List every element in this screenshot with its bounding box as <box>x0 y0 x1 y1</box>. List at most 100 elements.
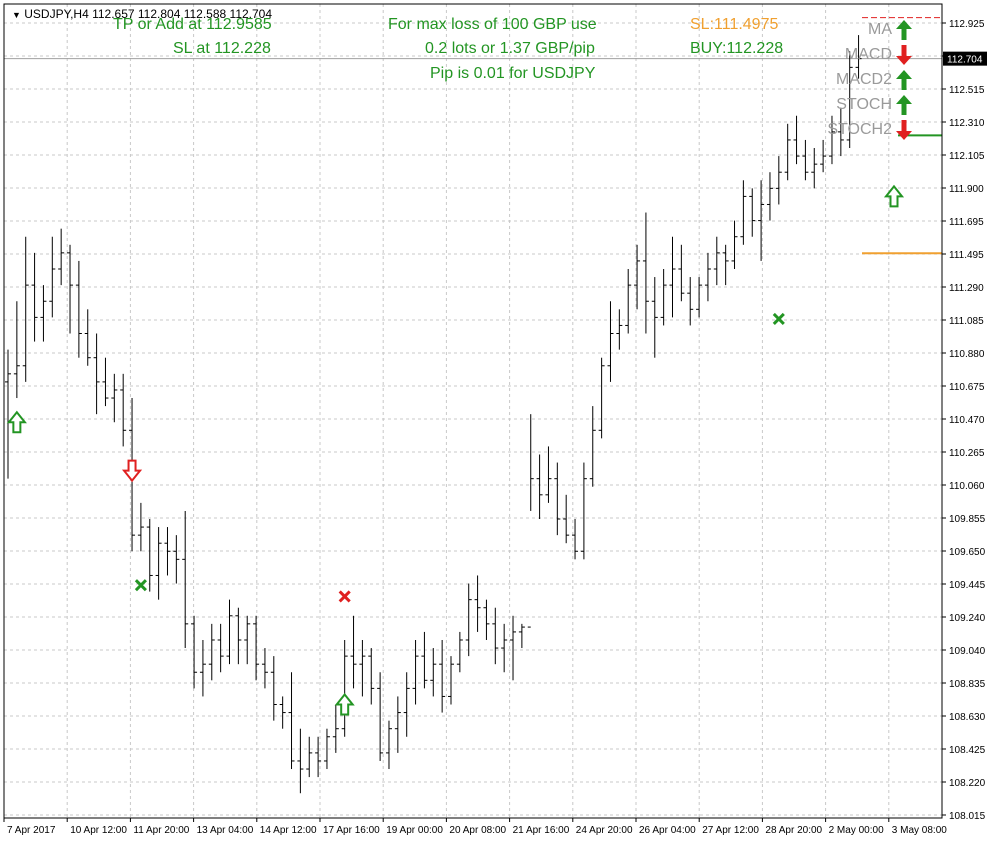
signal-label-stoch: STOCH <box>836 96 892 113</box>
y-tick-label: 112.515 <box>949 85 985 96</box>
ohlc-bar <box>492 607 499 665</box>
current-price-box <box>943 51 987 66</box>
ohlc-bar <box>182 510 189 649</box>
y-tick-label: 109.445 <box>949 580 986 591</box>
ohlc-bar <box>784 123 791 181</box>
symbol-info: ▼ USDJPY,H4 112.657 112.804 112.588 112.… <box>12 7 272 21</box>
ohlc-bar <box>13 301 20 399</box>
ohlc-bar <box>687 277 694 326</box>
y-tick-label: 108.425 <box>949 745 986 756</box>
arrow-shape <box>896 95 912 115</box>
y-tick-label: 108.015 <box>949 811 986 822</box>
x-tick-label: 28 Apr 20:00 <box>765 825 822 836</box>
ohlc-bar <box>40 285 47 342</box>
buy-text: BUY:112.228 <box>690 40 784 57</box>
x-tick-label: 17 Apr 16:00 <box>323 825 380 836</box>
arrow-shape <box>896 20 912 40</box>
sell-arrow-icon <box>121 459 143 483</box>
y-tick-label: 108.835 <box>949 679 986 690</box>
current-price-label: 112.704 <box>947 55 983 66</box>
arrow-up-icon <box>896 70 912 90</box>
ohlc-bar <box>75 260 82 358</box>
ohlc-bar <box>483 599 490 640</box>
ohlc-bar <box>155 527 162 600</box>
ohlc-bar <box>111 373 118 423</box>
y-tick-label: 108.630 <box>949 712 986 723</box>
x-tick-label: 2 May 00:00 <box>829 825 884 836</box>
y-tick-label: 110.470 <box>949 415 985 426</box>
x-tick-label: 7 Apr 2017 <box>7 825 56 836</box>
ohlc-bar <box>793 115 800 165</box>
ohlc-bar <box>323 728 330 770</box>
ohlc-bar <box>554 462 561 536</box>
ohlc-bar <box>855 35 862 79</box>
buy-arrow-icon <box>883 184 905 208</box>
ohlc-bar <box>527 414 534 628</box>
y-tick-label: 109.650 <box>949 547 986 558</box>
ohlc-bar <box>837 107 844 157</box>
y-tick-label: 109.240 <box>949 613 986 624</box>
y-tick-label: 109.040 <box>949 646 986 657</box>
ohlc-bar <box>820 139 827 173</box>
cross-stroke <box>134 579 147 592</box>
ohlc-bar <box>766 172 773 221</box>
x-tick-label: 10 Apr 12:00 <box>70 825 127 836</box>
cross-stroke <box>772 312 785 326</box>
ohlc-bar <box>350 615 357 689</box>
x-tick-label: 27 Apr 12:00 <box>702 825 759 836</box>
y-tick-label: 112.310 <box>949 118 985 129</box>
ohlc-bar <box>208 623 215 681</box>
ohlc-bar <box>226 599 233 665</box>
ohlc-bar <box>191 615 198 689</box>
sl-level-text: SL:111.4975 <box>690 16 779 33</box>
ohlc-bar <box>696 277 703 318</box>
ohlc-bar <box>607 301 614 382</box>
sl-text: SL at 112.228 <box>173 40 271 57</box>
x-tick-label: 24 Apr 20:00 <box>576 825 633 836</box>
x-tick-label: 21 Apr 16:00 <box>513 825 570 836</box>
signal-markers <box>6 184 905 716</box>
ohlc-bar <box>802 139 809 181</box>
y-tick-label: 110.265 <box>949 448 985 459</box>
ohlc-bar <box>235 607 242 665</box>
y-tick-label: 110.675 <box>949 382 985 393</box>
pip-text: Pip is 0.01 for USDJPY <box>430 65 596 82</box>
ohlc-bar <box>731 220 738 269</box>
ohlc-bar <box>341 639 348 737</box>
ohlc-bar <box>146 519 153 592</box>
ohlc-bar <box>288 672 295 770</box>
signal-label-ma: MA <box>868 21 892 38</box>
ohlc-bar <box>332 704 339 753</box>
ohlc-bar <box>704 252 711 302</box>
x-tick-label: 13 Apr 04:00 <box>197 825 254 836</box>
ohlc-bar <box>84 309 91 366</box>
y-tick-label: 108.220 <box>949 778 986 789</box>
ohlc-bar <box>244 615 251 665</box>
x-tick-label: 26 Apr 04:00 <box>639 825 696 836</box>
buy-arrow-icon <box>334 692 355 716</box>
ohlc-bar <box>625 268 632 334</box>
ohlc-bar <box>102 357 109 407</box>
ohlc-bar <box>669 236 676 318</box>
ohlc-bar <box>58 228 65 286</box>
symbol-dropdown-icon[interactable]: ▼ <box>12 10 21 20</box>
arrow-shape <box>896 45 912 65</box>
ohlc-bar <box>261 648 268 689</box>
ohlc-bar <box>93 333 100 415</box>
ohlc-bar <box>536 454 543 520</box>
arrow-down-icon <box>896 120 912 140</box>
y-tick-label: 112.105 <box>949 151 985 162</box>
ohlc-bar <box>385 720 392 770</box>
ohlc-bar <box>394 696 401 753</box>
ohlc-bar <box>589 406 596 487</box>
ohlc-bar <box>5 349 11 479</box>
x-tick-label: 3 May 08:00 <box>892 825 947 836</box>
ohlc-bar <box>758 180 765 261</box>
y-tick-label: 110.880 <box>949 349 985 360</box>
ohlc-bar <box>164 527 171 576</box>
ohlc-bar <box>22 236 29 382</box>
ohlc-bar <box>217 623 224 673</box>
ohlc-bar <box>616 309 623 350</box>
ohlc-bar <box>448 656 454 705</box>
